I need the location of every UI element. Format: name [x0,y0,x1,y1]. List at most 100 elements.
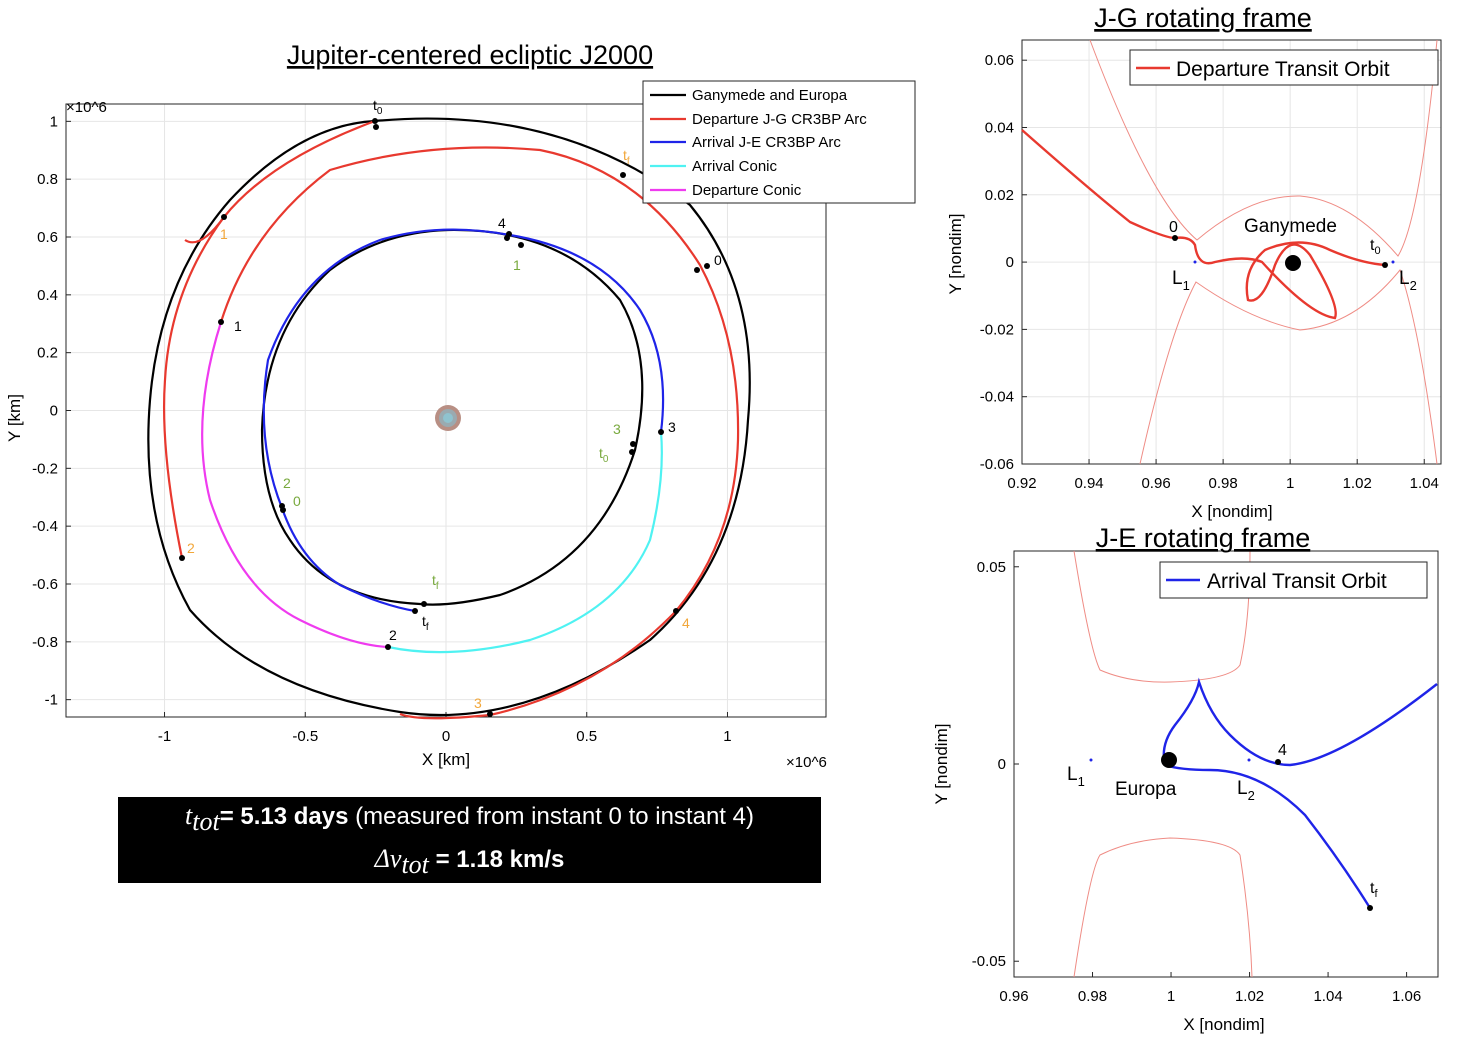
annotation-1-orange: 1 [220,226,228,242]
annotation-t0: t0 [373,97,383,117]
legend-label: Arrival Conic [692,158,778,175]
jg-x-tick-label: 1.04 [1410,475,1439,492]
ecliptic-legend: Ganymede and Europa Departure J-G CR3BP … [642,80,916,204]
annotation-1: 1 [234,318,242,334]
ecliptic-chart: -1 -0.5 0 0.5 1 -1 -0.8 -0.6 -0.4 -0.2 0 0.2 0.4 0.6 0… [5,40,916,771]
marker [1382,262,1388,268]
ecliptic-y-tick-label: 0.2 [37,345,58,362]
t-subscript: tot [192,806,220,836]
legend-label: Departure Transit Orbit [1176,58,1390,81]
l1-point [1089,758,1093,762]
je-x-tick-label: 0.96 [999,988,1028,1005]
t-value: = 5.13 days [219,803,349,830]
legend-label: Arrival Transit Orbit [1207,570,1387,593]
event-markers [179,118,710,717]
jg-y-tick-label: 0.06 [985,52,1014,69]
jupiter-marker [435,405,461,431]
annotation-t0-green: t0 [599,445,609,465]
je-y-tick-label: 0.05 [977,559,1006,576]
annotation-tf-green: tf [432,572,439,592]
t-note: (measured from instant 0 to instant 4) [355,803,754,830]
l2-label: L2 [1237,778,1255,803]
ganymede-label: Ganymede [1244,216,1337,237]
marker [629,449,635,455]
ecliptic-ylabel: Y [km] [5,394,24,442]
departure-conic [201,321,389,649]
departure-transit-orbit [1021,129,1386,320]
marker [412,608,418,614]
marker [630,441,636,447]
dv-subscript: tot [401,849,429,879]
jg-y-tick-label: 0.04 [985,119,1014,136]
jg-y-tick-label: -0.02 [980,321,1014,338]
ecliptic-y-tick-label: 0.8 [37,171,58,188]
l2-point [1391,260,1395,264]
marker [694,267,700,273]
je-annotations: Europa 4 tf L1 L2 [1067,742,1378,900]
europa-label: Europa [1115,779,1177,800]
annotation-4: 4 [1278,742,1287,759]
summary-line-time: ttot= 5.13 days (measured from instant 0… [118,797,821,840]
je-x-tick-label: 1.02 [1235,988,1264,1005]
jg-annotations: Ganymede 0 t0 L1 L2 [1169,216,1417,293]
je-zero-velocity-curves [1073,550,1253,978]
ecliptic-y-tick-label: 1 [50,113,58,130]
jg-zero-velocity-curves [1089,39,1438,465]
ecliptic-y-tick-label: 0.6 [37,229,58,246]
annotation-1-green: 1 [513,257,521,273]
je-legend: Arrival Transit Orbit [1159,561,1428,599]
ecliptic-y-tick-label: -0.6 [32,576,58,593]
legend-label: Ganymede and Europa [692,87,848,104]
je-y-tick-label: -0.05 [972,953,1006,970]
je-y-tick-label: 0 [998,756,1006,773]
annotation-tf: tf [422,613,429,633]
l1-label: L1 [1067,764,1085,789]
arrival-conic [387,431,663,654]
annotation-4: 4 [498,215,506,231]
marker [658,429,664,435]
ecliptic-y-tick-label: -0.2 [32,460,58,477]
je-axes-box [1013,550,1439,978]
jg-y-tick-label: 0 [1006,254,1014,271]
jg-x-tick-label: 0.98 [1209,475,1238,492]
je-xlabel: X [nondim] [1183,1015,1264,1034]
marker [673,608,679,614]
marker [1367,905,1373,911]
jg-y-tick-label: -0.04 [980,389,1014,406]
jg-y-tick-label: -0.06 [980,456,1014,473]
annotation-3-orange: 3 [474,695,482,711]
jg-chart: 0.92 0.94 0.96 0.98 1 1.02 1.04 -0.06 -0.04 -0.02… [946,3,1442,521]
ecliptic-y-tick-label: -0.4 [32,518,58,535]
legend-box [1129,49,1439,86]
ecliptic-gridlines [66,104,826,717]
ecliptic-y-exponent: ×10^6 [66,99,107,116]
je-title: J-E rotating frame [1096,523,1311,553]
marker [1275,759,1281,765]
legend-label: Departure J-G CR3BP Arc [692,111,867,128]
annotation-2-green: 2 [283,475,291,491]
marker [487,711,493,717]
summary-box: ttot= 5.13 days (measured from instant 0… [118,797,821,883]
ecliptic-y-tick-label: -1 [45,692,58,709]
ecliptic-xlabel: X [km] [422,750,470,769]
black-annotations: t0 0 1 4 3 2 tf [234,97,722,643]
departure-jg-arc [162,119,740,720]
legend-box [1159,561,1428,599]
annotation-3-green: 3 [613,421,621,437]
marker [280,507,286,513]
marker [218,319,224,325]
ecliptic-ticks: -1 -0.5 0 0.5 1 -1 -0.8 -0.6 -0.4 -0.2 0 0.2 0.4 0.6 0… [32,113,732,745]
arrival-transit-orbit [1162,677,1438,909]
l1-label: L1 [1172,268,1190,293]
europa-marker [1161,752,1177,768]
jg-x-tick-label: 1 [1286,475,1294,492]
je-x-tick-label: 1.06 [1392,988,1421,1005]
ecliptic-x-tick-label: -1 [158,728,171,745]
jg-axes-box [1021,39,1442,465]
ecliptic-title: Jupiter-centered ecliptic J2000 [287,40,653,70]
dv-value: = 1.18 km/s [435,845,565,873]
annotation-0: 0 [1169,219,1178,236]
annotation-tf: tf [1370,880,1378,900]
l2-point [1247,758,1251,762]
